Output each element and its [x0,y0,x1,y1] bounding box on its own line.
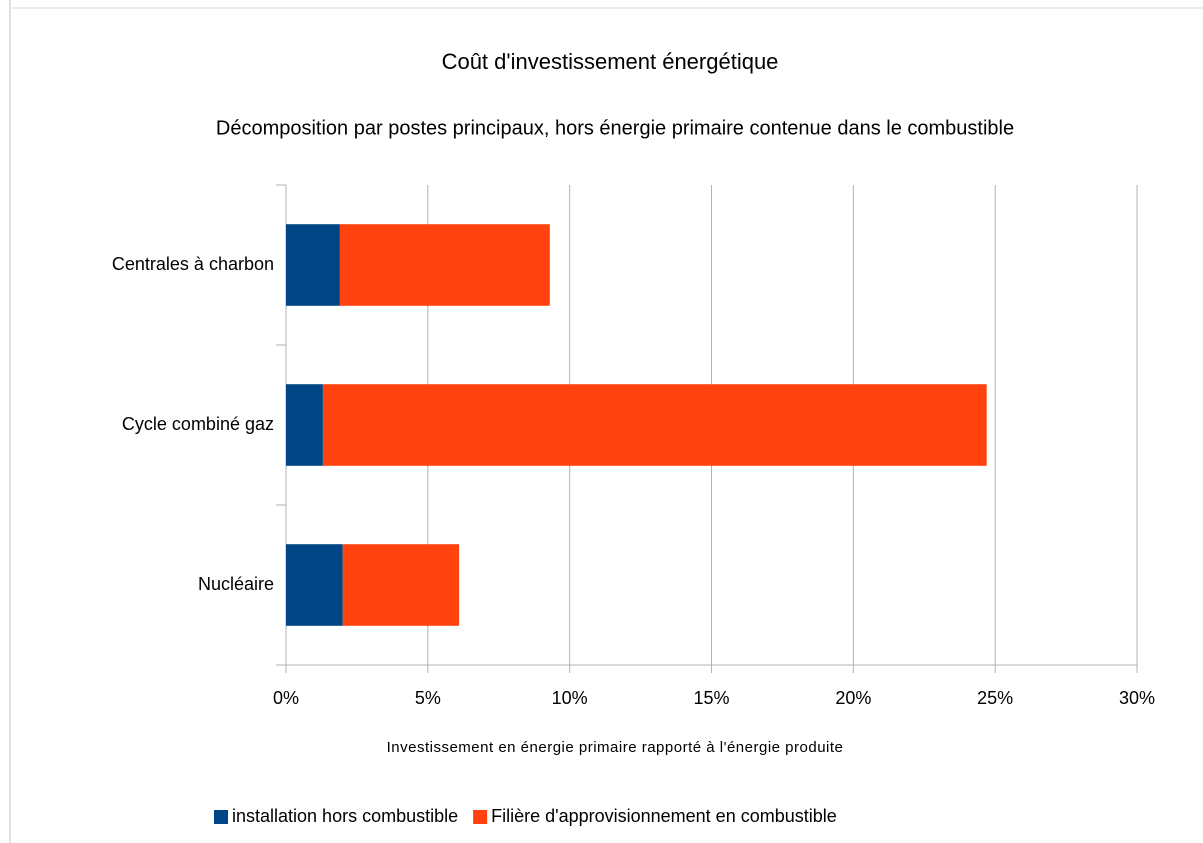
bar-segment [286,224,340,306]
chart-title: Coût d'investissement énergétique [442,49,779,74]
x-tick-label: 25% [977,688,1013,708]
legend-label: installation hors combustible [232,806,458,826]
bar-segment [342,544,460,626]
x-axis-label: Investissement en énergie primaire rappo… [387,739,844,756]
y-tick-label: Centrales à charbon [112,254,274,274]
legend-swatch [473,810,488,824]
bar-segment [339,224,550,306]
x-tick-label: 0% [273,688,299,708]
bar-segment [322,384,987,466]
x-tick-label: 10% [552,688,588,708]
legend-swatch [214,810,228,824]
y-tick-label: Cycle combiné gaz [122,414,274,434]
x-tick-label: 15% [693,688,729,708]
y-tick-label: Nucléaire [198,574,274,594]
x-tick-label: 20% [835,688,871,708]
legend-label: Filière d'approvisionnement en combustib… [491,806,837,826]
chart-subtitle: Décomposition par postes principaux, hor… [216,117,1014,139]
bar-segment [286,384,323,466]
x-tick-label: 30% [1119,688,1155,708]
x-tick-label: 5% [415,688,441,708]
bar-segment [286,544,343,626]
